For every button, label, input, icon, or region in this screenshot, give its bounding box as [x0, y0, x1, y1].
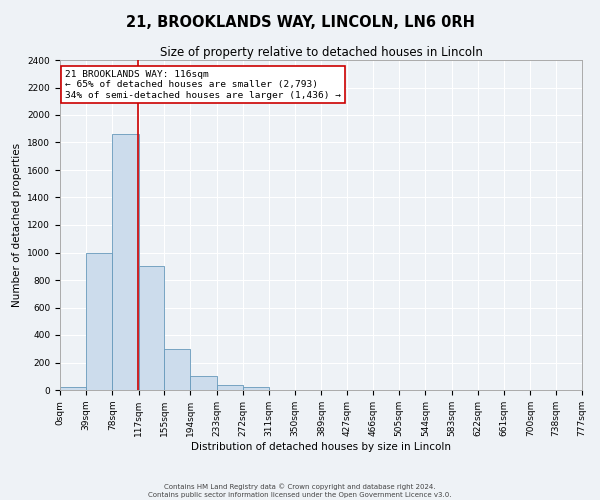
X-axis label: Distribution of detached houses by size in Lincoln: Distribution of detached houses by size … — [191, 442, 451, 452]
Title: Size of property relative to detached houses in Lincoln: Size of property relative to detached ho… — [160, 46, 482, 59]
Bar — [243, 387, 269, 390]
Text: Contains HM Land Registry data © Crown copyright and database right 2024.
Contai: Contains HM Land Registry data © Crown c… — [148, 484, 452, 498]
Bar — [86, 252, 112, 390]
Bar — [112, 134, 139, 390]
Bar — [60, 387, 86, 390]
Y-axis label: Number of detached properties: Number of detached properties — [12, 143, 22, 307]
Text: 21, BROOKLANDS WAY, LINCOLN, LN6 0RH: 21, BROOKLANDS WAY, LINCOLN, LN6 0RH — [125, 15, 475, 30]
Bar — [217, 384, 243, 390]
Bar — [139, 266, 164, 390]
Text: 21 BROOKLANDS WAY: 116sqm
← 65% of detached houses are smaller (2,793)
34% of se: 21 BROOKLANDS WAY: 116sqm ← 65% of detac… — [65, 70, 341, 100]
Bar — [190, 376, 217, 390]
Bar — [164, 349, 190, 390]
